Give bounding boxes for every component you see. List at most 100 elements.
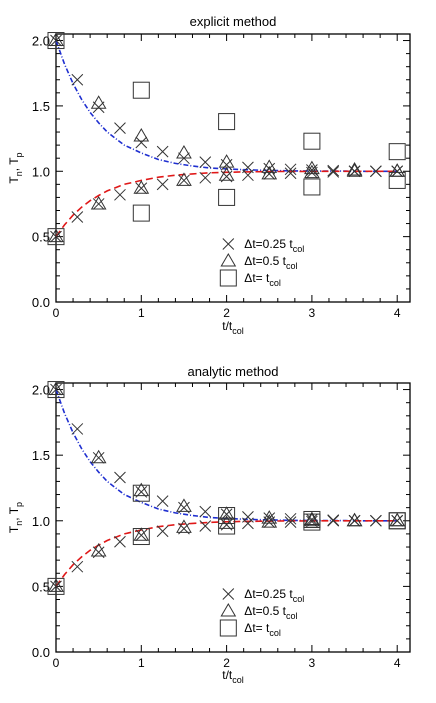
data-point [48,228,64,243]
data-point [71,73,84,86]
y-axis-label: Tn, Tp [7,152,24,183]
x-axis-label: t/tcol [222,319,244,336]
data-point [370,514,382,527]
data-point [133,180,150,194]
curve-2 [55,170,398,238]
legend-label: Δt=0.5 tcol [244,254,297,271]
data-point [284,167,297,180]
data-point [261,514,278,528]
legend-marker [222,238,235,250]
x-tick-label: 3 [309,306,316,320]
data-point [218,188,236,206]
data-point [90,95,107,109]
series-dt0.25 [50,34,404,243]
data-point [71,423,84,435]
data-point [218,167,235,181]
data-point [218,506,235,520]
y-tick-label: 0.0 [32,645,50,660]
data-point [178,174,190,187]
x-tick-label: 0 [53,656,60,670]
panel-2: analytic method 0 1 2 3 4 0.0 0.5 1.0 1.5 2.0 t/tco… [7,364,411,685]
y-tick-label: 0.5 [32,230,50,245]
legend-marker [219,619,237,637]
y-tick-label: 1.5 [32,99,50,114]
legend-marker [220,603,237,617]
data-point [327,164,340,177]
data-point [242,510,254,523]
data-point [306,513,318,526]
data-point [389,512,406,527]
data-point [90,449,107,464]
data-point [90,542,107,557]
data-point [176,498,192,512]
chart-title: analytic method [187,364,278,379]
data-point [50,580,62,593]
data-point [132,484,150,502]
data-point [304,512,320,527]
legend-label: Δt=0.5 tcol [244,604,297,621]
data-point [50,34,62,47]
data-point [303,513,321,531]
data-point [50,383,62,396]
data-point [242,169,254,182]
data-point [48,578,64,592]
legend-label: Δt=0.25 tcol [244,587,304,604]
x-tick-label: 1 [138,656,145,670]
data-point [218,515,235,529]
data-point [114,471,126,484]
data-point [199,171,212,184]
data-point [156,525,169,538]
legend-marker [220,253,237,267]
data-point [156,495,169,507]
data-point [47,381,65,399]
data-point [218,113,236,131]
data-point [391,165,404,178]
x-tick-label: 4 [394,656,401,670]
data-point [284,163,297,176]
data-point [346,163,363,177]
data-point [346,512,363,527]
data-point [388,143,406,161]
data-point [218,507,236,525]
data-point [388,171,406,189]
data-point [156,145,169,158]
data-point [47,228,65,246]
data-point [135,529,148,542]
data-point [284,516,297,528]
legend-marker [222,588,235,600]
data-point [261,159,278,173]
x-tick-label: 3 [309,656,316,670]
series-dt0.25 [50,383,404,593]
x-tick-label: 0 [53,306,60,320]
data-point [135,182,148,195]
data-point [48,32,64,47]
series-dt0.5 [48,381,406,592]
y-tick-label: 1.0 [32,514,50,529]
data-point [303,178,321,196]
data-point [304,511,320,525]
y-tick-label: 1.0 [32,164,50,179]
data-point [199,520,212,532]
x-tick-label: 2 [223,306,230,320]
data-point [346,161,363,176]
data-point [284,512,297,525]
y-tick-label: 1.5 [32,448,50,463]
data-point [114,535,126,548]
data-point [389,163,406,177]
data-point [114,188,126,201]
data-point [242,517,254,530]
data-point [176,172,192,186]
data-point [71,211,84,223]
data-point [156,178,169,191]
data-point [218,154,235,168]
data-point [114,122,126,134]
data-point [370,165,382,178]
series-dt0.5 [48,32,406,243]
series-dt1 [47,32,406,246]
x-axis-label: t/tcol [222,668,244,685]
data-point [50,230,62,243]
curve-1 [55,40,398,173]
